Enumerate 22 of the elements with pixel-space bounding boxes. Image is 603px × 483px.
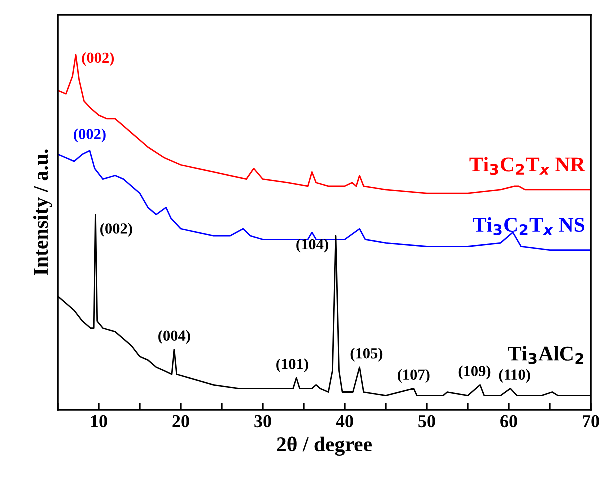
x-tick-label: 30 <box>254 415 272 428</box>
annotation: (002) <box>100 223 132 238</box>
annotation: (107) <box>398 369 430 384</box>
annotation: (105) <box>350 348 383 362</box>
x-axis-title: 2θ / degree <box>277 436 372 456</box>
annotation: (104) <box>296 238 328 253</box>
x-tick-label: 10 <box>91 415 108 428</box>
series-label: Ti$_{3}$AlC$_{2}$ <box>508 346 584 364</box>
annotation: (109) <box>458 366 491 380</box>
annotation: (002) <box>82 52 114 66</box>
y-axis-title: Intensity / a.u. <box>33 150 52 276</box>
annotation: (002) <box>74 128 106 143</box>
annotation: (101) <box>276 358 308 373</box>
annotation: (110) <box>499 369 530 384</box>
x-tick-label: 70 <box>583 415 600 428</box>
series-label: Ti$_{3}$C$_{2}$T$_{x}$ NS <box>473 217 585 236</box>
series-label: Ti$_{3}$C$_{2}$T$_{x}$ NR <box>470 157 586 176</box>
annotation: (004) <box>158 330 190 344</box>
x-tick-label: 50 <box>418 415 436 428</box>
x-tick-label: 20 <box>172 415 190 428</box>
x-tick-label: 40 <box>336 415 354 428</box>
x-tick-label: 60 <box>500 415 518 428</box>
